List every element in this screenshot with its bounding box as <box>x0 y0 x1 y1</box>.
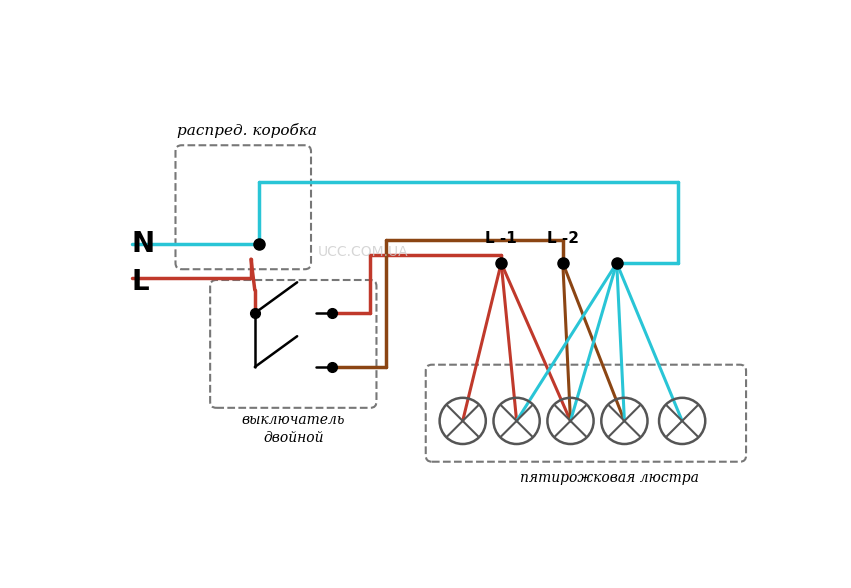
Text: L -2: L -2 <box>547 231 579 246</box>
Text: L -1: L -1 <box>485 231 517 246</box>
Text: выключатель: выключатель <box>242 413 345 427</box>
Text: распред. коробка: распред. коробка <box>177 122 317 138</box>
Text: L: L <box>132 268 149 296</box>
Text: пятирожковая люстра: пятирожковая люстра <box>520 471 699 485</box>
Text: двойной: двойной <box>263 431 323 445</box>
Text: N: N <box>132 230 155 258</box>
Text: UCC.COM.UA: UCC.COM.UA <box>317 245 408 259</box>
